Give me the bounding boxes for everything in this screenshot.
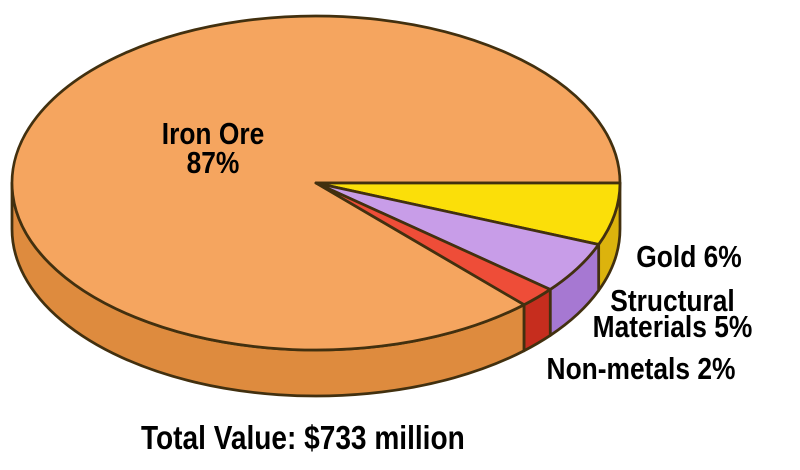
total-value-label: Total Value: $733 million: [141, 419, 465, 456]
pie-slice-non-metals: [314, 181, 552, 307]
slice-label-iron-ore-name: Iron Ore: [161, 116, 265, 151]
slice-label-structural-materials: Structural Materials 5%: [592, 283, 753, 345]
slice-label-non-metals: Non-metals 2%: [546, 351, 736, 386]
slice-label-gold: Gold 6%: [636, 239, 742, 274]
slice-label-iron-ore-pct: 87%: [186, 145, 240, 181]
slice-label-iron-ore: Iron Ore 87%: [107, 116, 320, 181]
